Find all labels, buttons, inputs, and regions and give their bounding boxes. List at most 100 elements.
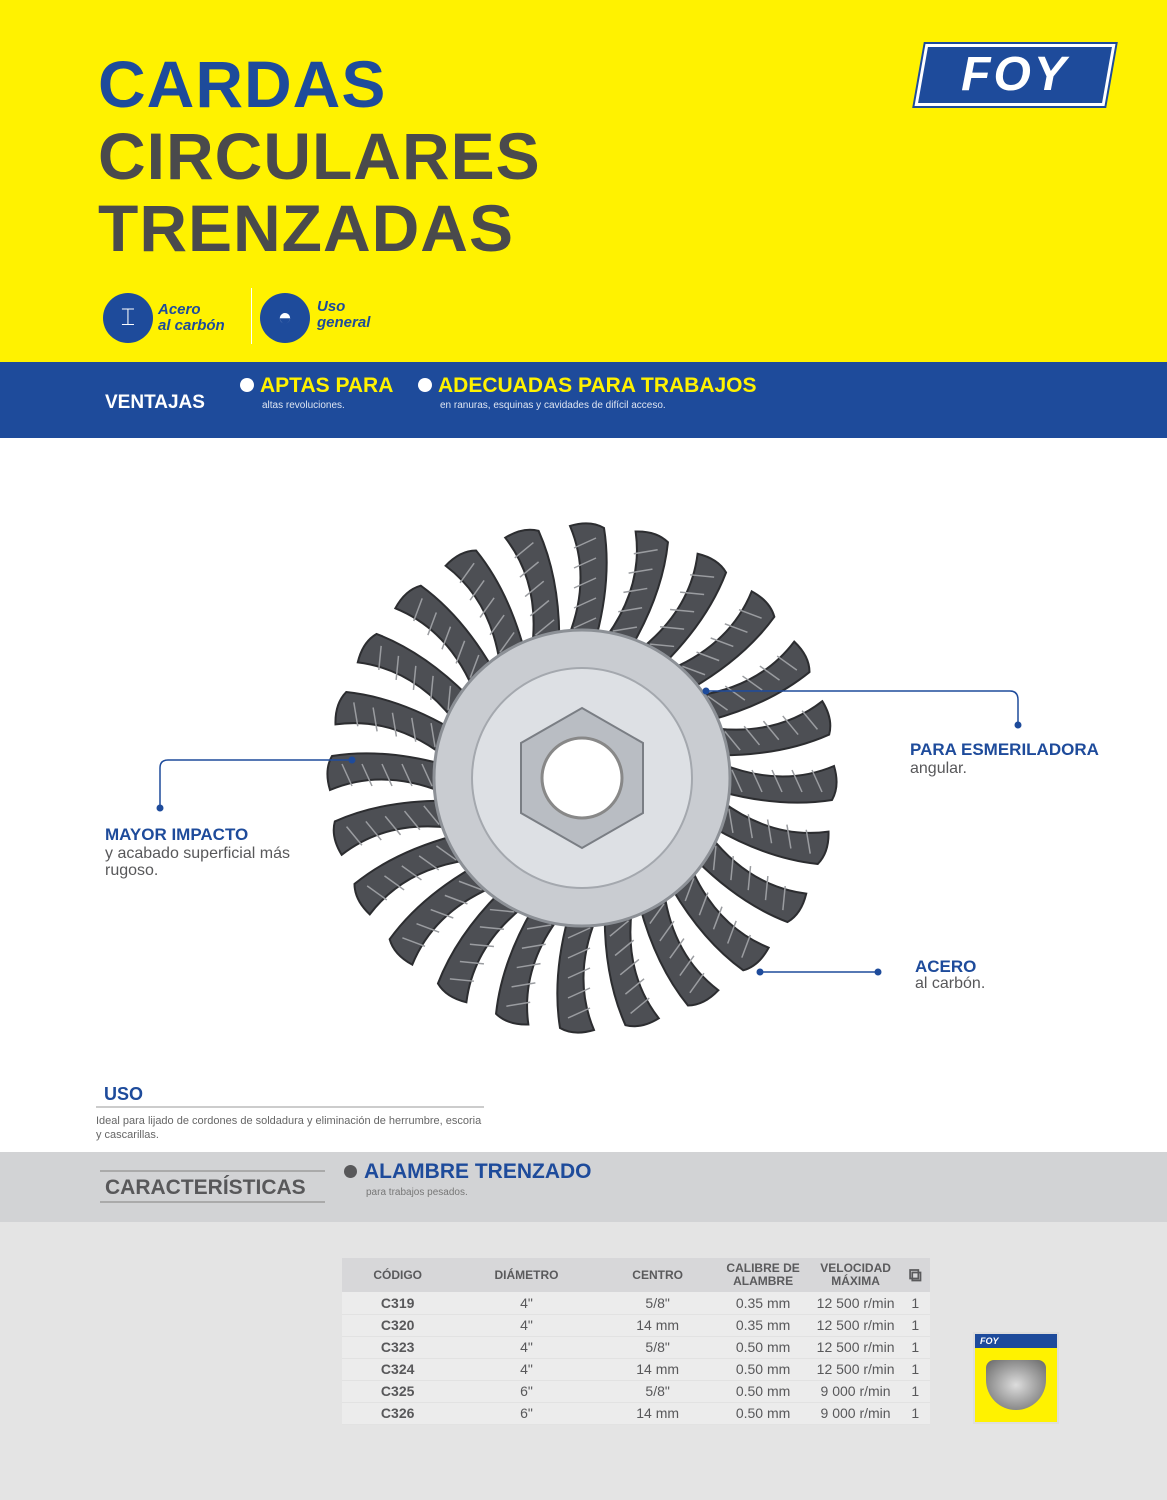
table-row: C320 4" 14 mm 0.35 mm 12 500 r/min 1 xyxy=(342,1314,930,1337)
divider xyxy=(251,288,252,344)
badge-general: Uso general xyxy=(317,299,370,331)
badge-steel: Acero al carbón xyxy=(158,302,225,334)
divider xyxy=(96,1106,484,1108)
wire-strand xyxy=(436,890,526,1004)
table-cell: 9 000 r/min xyxy=(810,1380,901,1403)
table-cell: 0.50 mm xyxy=(715,1358,811,1381)
wire-wheel-image xyxy=(156,522,1022,1034)
wire-strand xyxy=(638,552,728,666)
callout-title: PARA ESMERILADORA xyxy=(910,740,1099,759)
table-cell: 1 xyxy=(900,1358,930,1381)
wire-strand xyxy=(721,762,838,804)
wire-strand xyxy=(638,890,720,1007)
table-row: C323 4" 5/8" 0.50 mm 12 500 r/min 1 xyxy=(342,1336,930,1359)
uso-text: Ideal para lijado de cordones de soldadu… xyxy=(96,1115,482,1141)
table-cell: 0.50 mm xyxy=(715,1380,811,1403)
foy-logo: FOY xyxy=(914,44,1116,106)
col-header: CALIBRE DE ALAMBRE xyxy=(715,1258,811,1292)
table-cell: 12 500 r/min xyxy=(810,1358,901,1381)
table-cell: 1 xyxy=(900,1380,930,1403)
badge-line: Acero xyxy=(158,301,201,318)
table-cell: 5/8" xyxy=(599,1380,716,1403)
callout-text: angular. xyxy=(910,760,967,777)
caracteristicas-title: ALAMBRE TRENZADO xyxy=(364,1160,592,1183)
caracteristicas-text: para trabajos pesados. xyxy=(366,1187,468,1198)
wire-strand xyxy=(712,699,832,757)
table-row: C325 6" 5/8" 0.50 mm 9 000 r/min 1 xyxy=(342,1380,930,1403)
wire-strand xyxy=(388,865,495,967)
table-row: C324 4" 14 mm 0.50 mm 12 500 r/min 1 xyxy=(342,1358,930,1381)
bullet-icon xyxy=(344,1165,357,1178)
product-package-image: FOY xyxy=(973,1332,1059,1424)
wire-strand xyxy=(495,908,561,1026)
wire-strand xyxy=(332,799,452,857)
table-cell: 6" xyxy=(453,1380,600,1403)
table-cell: 6" xyxy=(453,1402,600,1425)
wire-strand xyxy=(503,528,561,648)
caracteristicas-band xyxy=(0,1152,1167,1222)
badge-line: general xyxy=(317,314,371,331)
ventaja-text: altas revoluciones. xyxy=(262,400,345,411)
badge-line: al carbón xyxy=(158,317,225,334)
ventajas-band xyxy=(0,362,1167,438)
table-row: C326 6" 14 mm 0.50 mm 9 000 r/min 1 xyxy=(342,1402,930,1425)
spec-table: CÓDIGO DIÁMETRO CENTRO CALIBRE DE ALAMBR… xyxy=(342,1258,930,1425)
table-cell: 0.35 mm xyxy=(715,1314,811,1337)
table-cell: C320 xyxy=(342,1314,454,1337)
box-icon: ⧉ xyxy=(900,1258,930,1292)
table-row: C319 4" 5/8" 0.35 mm 12 500 r/min 1 xyxy=(342,1292,930,1315)
divider xyxy=(100,1170,325,1172)
table-cell: C324 xyxy=(342,1358,454,1381)
table-cell: 1 xyxy=(900,1314,930,1337)
table-cell: 12 500 r/min xyxy=(810,1314,901,1337)
hard-hat-icon: ◓ xyxy=(260,293,310,343)
title-line-2: CIRCULARES xyxy=(98,119,541,193)
col-header: DIÁMETRO xyxy=(453,1258,600,1292)
page-title: CARDAS CIRCULARES TRENZADAS xyxy=(98,48,541,264)
wire-strand xyxy=(712,799,830,865)
callout-text: al carbón. xyxy=(915,975,986,992)
callout-title: ACERO xyxy=(915,957,977,976)
badge-line: Uso xyxy=(317,298,346,315)
wire-strand xyxy=(326,752,443,794)
wire-strand xyxy=(556,917,598,1034)
table-cell: 1 xyxy=(900,1402,930,1425)
ventaja-title: APTAS PARA xyxy=(260,374,394,397)
table-cell: 1 xyxy=(900,1336,930,1359)
table-cell: C323 xyxy=(342,1336,454,1359)
callout-title: MAYOR IMPACTO xyxy=(105,825,249,844)
table-cell: 4" xyxy=(453,1358,600,1381)
table-cell: 0.50 mm xyxy=(715,1402,811,1425)
divider xyxy=(100,1201,325,1203)
table-cell: 0.50 mm xyxy=(715,1336,811,1359)
table-cell: 14 mm xyxy=(599,1314,716,1337)
wire-strand xyxy=(694,640,811,722)
wire-strand xyxy=(334,691,452,757)
title-line-3: TRENZADAS xyxy=(98,191,514,265)
bullet-icon xyxy=(240,378,254,392)
table-cell: 9 000 r/min xyxy=(810,1402,901,1425)
col-header: CÓDIGO xyxy=(342,1258,454,1292)
table-header-row: CÓDIGO DIÁMETRO CENTRO CALIBRE DE ALAMBR… xyxy=(342,1258,930,1292)
bullet-icon xyxy=(418,378,432,392)
col-header: VELOCIDAD MÁXIMA xyxy=(810,1258,901,1292)
wire-strand xyxy=(603,908,661,1028)
table-cell: C325 xyxy=(342,1380,454,1403)
wire-strand xyxy=(353,834,470,916)
table-cell: 12 500 r/min xyxy=(810,1292,901,1315)
table-cell: 0.35 mm xyxy=(715,1292,811,1315)
table-cell: C319 xyxy=(342,1292,454,1315)
wire-strand xyxy=(694,834,808,924)
table-cell: C326 xyxy=(342,1402,454,1425)
table-cell: 12 500 r/min xyxy=(810,1336,901,1359)
package-logo: FOY xyxy=(975,1334,1057,1348)
table-cell: 5/8" xyxy=(599,1292,716,1315)
logo-text: FOY xyxy=(961,48,1069,101)
table-cell: 4" xyxy=(453,1314,600,1337)
table-cell: 4" xyxy=(453,1292,600,1315)
ventaja-text: en ranuras, esquinas y cavidades de difí… xyxy=(440,400,666,411)
title-line-1: CARDAS xyxy=(98,47,387,121)
table-cell: 14 mm xyxy=(599,1358,716,1381)
table-cell: 5/8" xyxy=(599,1336,716,1359)
table-cell: 4" xyxy=(453,1336,600,1359)
